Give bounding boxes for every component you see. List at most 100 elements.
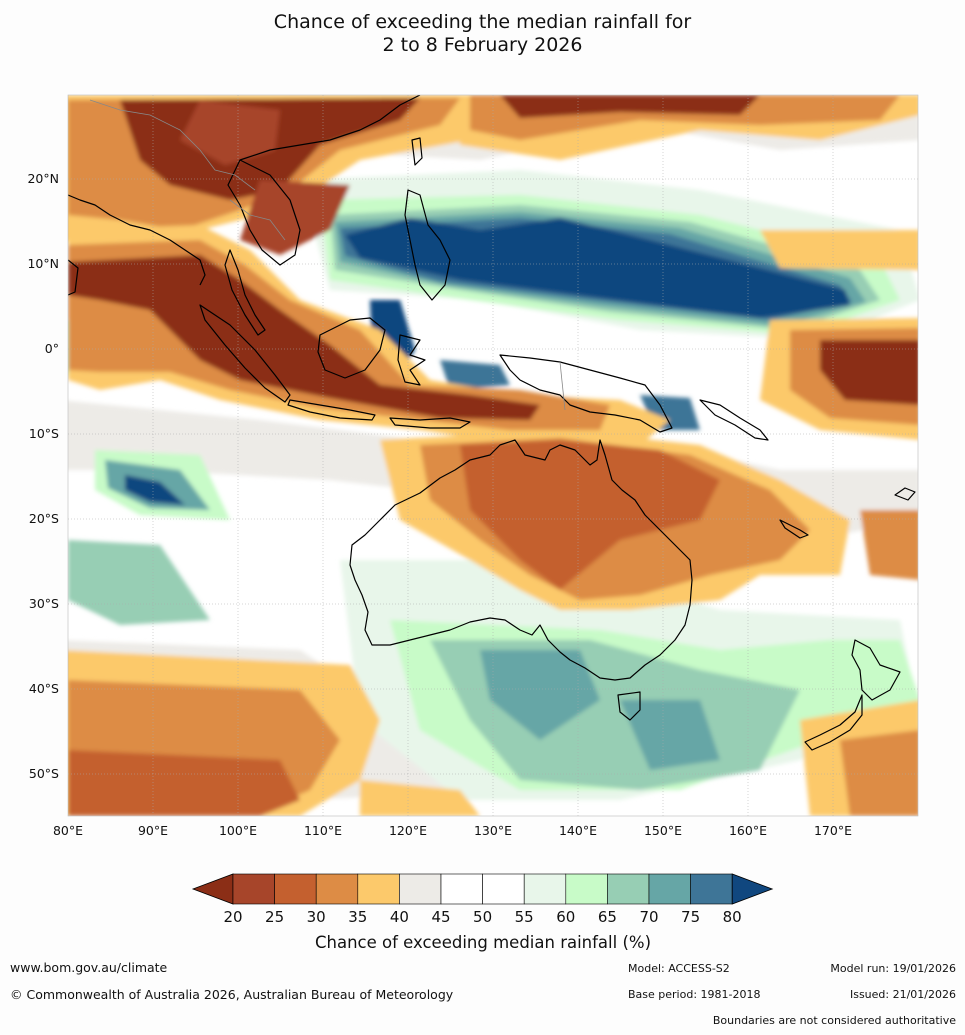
coast-taiwan xyxy=(411,137,423,166)
latitude-label: 40°S xyxy=(29,681,59,696)
field-dark-orange xyxy=(68,750,300,816)
longitude-label: 90°E xyxy=(138,823,168,838)
field-orange xyxy=(860,510,918,580)
field-dark-brown xyxy=(68,255,540,420)
title-line-2: 2 to 8 February 2026 xyxy=(382,34,583,56)
boundary-line xyxy=(229,199,286,241)
coast-indochina xyxy=(227,159,301,266)
colorbar-segment xyxy=(523,873,567,905)
field-dark-brown xyxy=(500,95,760,118)
longitude-label: 80°E xyxy=(53,823,83,838)
coast-sulawesi xyxy=(397,334,426,386)
longitude-label: 150°E xyxy=(644,823,682,838)
coast-solomons xyxy=(699,399,769,441)
coast-tasmania xyxy=(617,691,641,721)
coast-malay-peninsula xyxy=(224,249,266,336)
longitude-label: 100°E xyxy=(219,823,257,838)
field-blue xyxy=(440,360,510,390)
field-dark-orange xyxy=(460,440,720,590)
colorbar-tick-label: 55 xyxy=(515,908,534,926)
colorbar-tick-label: 75 xyxy=(681,908,700,926)
coast-nz-north xyxy=(851,639,901,701)
longitude-labels: 80°E 90°E 100°E 110°E 120°E 130°E 140°E 150°E 16… xyxy=(53,823,852,838)
colorbar-segment xyxy=(357,873,400,905)
longitude-label: 170°E xyxy=(814,823,852,838)
latitude-label: 30°S xyxy=(29,596,59,611)
latitude-labels: 20°N 10°N 0° 10°S 20°S 30°S 40°S 50°S xyxy=(27,171,59,781)
field-dark-blue xyxy=(125,475,185,505)
colorbar-tick-label: 45 xyxy=(431,908,450,926)
colorbar-tick-label: 40 xyxy=(390,908,409,926)
base-period: Base period: 1981-2018 xyxy=(628,988,761,1001)
field-yellow xyxy=(360,780,480,816)
latitude-label: 20°N xyxy=(27,171,59,186)
copyright-text: © Commonwealth of Australia 2026, Austra… xyxy=(10,987,454,1002)
colorbar: 20 25 30 35 40 45 50 55 60 65 70 75 80 xyxy=(191,873,774,926)
field-teal xyxy=(68,540,210,625)
coast-borneo xyxy=(317,317,386,379)
coast-new-guinea xyxy=(499,354,673,433)
longitude-label: 110°E xyxy=(304,823,342,838)
coast-fiji xyxy=(894,487,916,501)
colorbar-segment xyxy=(399,873,442,905)
title-line-1: Chance of exceeding the median rainfall … xyxy=(273,11,692,33)
coast-india xyxy=(68,194,206,286)
boundary-line xyxy=(559,361,566,411)
coast-philippines xyxy=(404,189,451,301)
colorbar-segment xyxy=(690,873,733,905)
colorbar-tick-label: 20 xyxy=(223,908,242,926)
coast-australia xyxy=(349,439,693,681)
field-dark-brown xyxy=(240,180,350,255)
coast-nz-south xyxy=(804,694,863,751)
latitude-label: 20°S xyxy=(29,511,59,526)
colorbar-tick-label: 70 xyxy=(639,908,658,926)
field-dark-blue xyxy=(345,218,850,318)
map-frame xyxy=(67,94,919,817)
issued-date: Issued: 21/01/2026 xyxy=(849,988,956,1001)
colorbar-tick-label: 35 xyxy=(348,908,367,926)
colorbar-tick-label: 65 xyxy=(598,908,617,926)
colorbar-segment xyxy=(648,873,691,905)
colorbar-tick-label: 50 xyxy=(473,908,492,926)
website-link[interactable]: www.bom.gov.au/climate xyxy=(10,960,168,975)
colorbar-segment xyxy=(607,873,650,905)
latitude-label: 10°N xyxy=(27,256,59,271)
field-dark-brown xyxy=(180,100,280,165)
colorbar-segment xyxy=(565,873,608,905)
coast-lesser-sunda xyxy=(389,417,471,429)
field-dark-brown xyxy=(820,340,918,405)
longitude-label: 160°E xyxy=(729,823,767,838)
longitude-label: 130°E xyxy=(474,823,512,838)
field-teal xyxy=(480,650,600,740)
latitude-label: 0° xyxy=(45,341,59,356)
latitude-label: 50°S xyxy=(29,766,59,781)
model-name: Model: ACCESS-S2 xyxy=(628,962,730,975)
field-teal xyxy=(620,700,720,770)
coast-java xyxy=(287,399,376,421)
model-run: Model run: 19/01/2026 xyxy=(830,962,956,975)
colorbar-tick-label: 60 xyxy=(556,908,575,926)
colorbar-title: Chance of exceeding median rainfall (%) xyxy=(315,933,651,952)
field-yellow xyxy=(760,230,918,270)
graticule xyxy=(68,95,918,816)
longitude-label: 140°E xyxy=(559,823,597,838)
colorbar-tick-label: 25 xyxy=(265,908,284,926)
colorbar-arrow-high xyxy=(731,873,774,905)
longitude-label: 120°E xyxy=(389,823,427,838)
coastlines xyxy=(68,95,916,751)
colorbar-segment xyxy=(315,873,359,905)
coast-sumatra xyxy=(199,304,291,403)
probability-fields xyxy=(68,95,918,816)
colorbar-arrow-low xyxy=(191,873,234,905)
field-orange xyxy=(840,730,918,816)
colorbar-segment xyxy=(440,873,483,905)
coast-new-caledonia xyxy=(779,519,809,539)
map-area xyxy=(68,95,918,816)
boundaries-disclaimer: Boundaries are not considered authoritat… xyxy=(712,1014,956,1027)
colorbar-segment xyxy=(482,873,525,905)
colorbar-tick-label: 30 xyxy=(307,908,326,926)
national-boundaries xyxy=(89,99,566,411)
colorbar-segment xyxy=(232,873,275,905)
latitude-label: 10°S xyxy=(29,426,59,441)
